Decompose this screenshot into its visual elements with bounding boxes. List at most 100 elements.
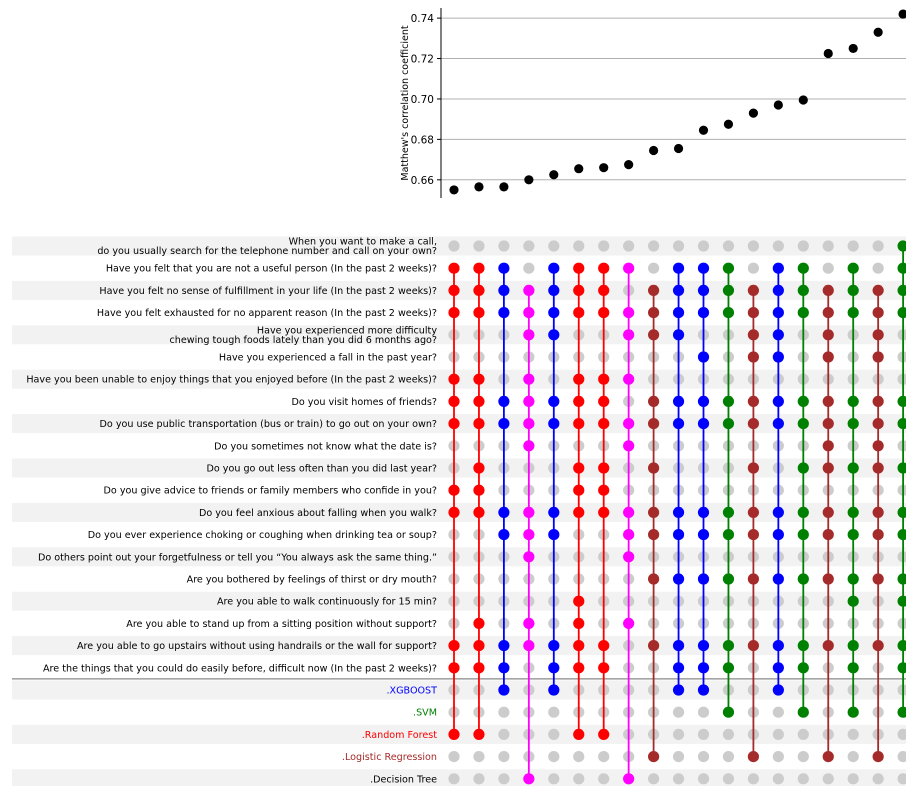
inactive-dot [548,706,560,718]
active-dot [672,284,685,296]
inactive-dot [697,751,710,763]
active-dot [473,462,485,474]
inactive-dot [822,240,834,252]
inactive-dot [648,240,660,252]
active-dot [623,551,635,563]
inactive-dot [498,751,510,763]
active-dot [797,462,809,474]
active-dot [722,529,735,541]
model-label: .Decision Tree [370,774,437,785]
mcc-point [698,125,709,135]
active-dot [772,418,784,430]
model-column [697,240,710,785]
inactive-dot [722,240,735,252]
model-label: .SVM [413,708,437,719]
active-dot [498,418,510,430]
active-dot [697,640,710,652]
active-dot [573,395,585,407]
active-dot [623,506,635,518]
active-dot [548,284,560,296]
question-label: When you want to make a call, do you usua… [97,237,437,258]
active-dot [648,395,660,407]
y-tick-label: 0.70 [411,94,434,106]
question-label: Do you use public transportation (bus or… [100,419,437,430]
active-dot [672,640,685,652]
inactive-dot [897,751,906,763]
model-label: .XGBOOST [386,686,437,697]
active-dot [473,662,485,674]
inactive-dot [548,728,560,741]
inactive-dot [797,773,809,785]
active-dot [772,307,784,319]
active-dot [648,640,660,652]
active-dot [573,484,585,496]
active-dot [697,506,710,518]
inactive-dot [598,240,610,252]
active-dot [473,728,485,741]
active-dot [523,307,535,319]
inactive-dot [672,706,685,718]
active-dot [797,307,809,319]
inactive-dot [722,751,735,763]
inactive-dot [697,706,710,718]
active-dot [797,706,809,718]
model-column [872,240,884,785]
active-dot [573,506,585,518]
active-dot [897,418,906,430]
active-dot [772,640,784,652]
active-dot [697,684,710,696]
active-dot [772,284,784,296]
active-dot [523,506,535,518]
active-dot [697,395,710,407]
active-dot [897,573,906,585]
active-dot [822,529,834,541]
active-dot [797,284,809,296]
mcc-point [624,160,634,170]
inactive-dot [847,773,859,785]
inactive-dot [747,240,760,252]
active-dot [747,418,760,430]
active-dot [897,662,906,674]
active-dot [822,418,834,430]
active-dot [498,662,510,674]
active-dot [598,484,610,496]
active-dot [573,595,585,607]
active-dot [498,395,510,407]
active-dot [747,573,760,585]
active-dot [672,662,685,674]
active-dot [847,706,859,718]
active-dot [897,529,906,541]
inactive-dot [498,728,510,741]
active-dot [498,262,510,274]
mcc-point [723,119,734,129]
active-dot [523,329,535,341]
active-dot [847,307,859,319]
active-dot [722,640,735,652]
inactive-dot [573,751,585,763]
question-label: Do you ever experience choking or coughi… [88,530,437,541]
active-dot [598,640,610,652]
inactive-dot [448,240,460,252]
active-dot [722,662,735,674]
active-dot [747,284,760,296]
active-dot [822,640,834,652]
active-dot [797,395,809,407]
active-dot [548,684,560,696]
inactive-dot [672,240,685,252]
active-dot [697,573,710,585]
question-label: Do you feel anxious about falling when y… [199,508,437,519]
active-dot [623,418,635,430]
inactive-dot [548,751,560,763]
active-dot [747,529,760,541]
question-label: Are you able to go upstairs without usin… [77,641,437,652]
active-dot [448,662,460,674]
active-dot [797,662,809,674]
active-dot [448,373,460,385]
active-dot [523,395,535,407]
active-dot [448,307,460,319]
question-label: Have you been unable to enjoy things tha… [26,375,437,386]
active-dot [672,506,685,518]
model-column [523,240,535,785]
inactive-dot [772,706,784,718]
